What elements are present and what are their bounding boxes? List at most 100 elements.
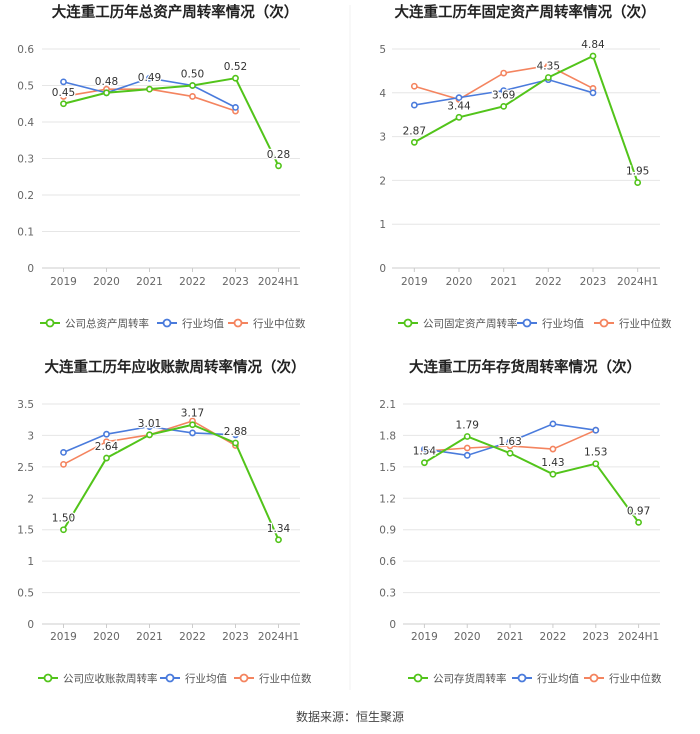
- data-point-company: [410, 138, 418, 146]
- data-label: 0.50: [181, 69, 204, 81]
- series-line-company: [63, 77, 280, 167]
- y-tick-label: 0.4: [17, 117, 34, 129]
- y-tick-label: 0.9: [379, 525, 396, 537]
- data-point-company: [275, 536, 282, 544]
- x-tick-label: 2023: [580, 276, 607, 288]
- y-tick-label: 1: [27, 556, 34, 568]
- data-point-company: [455, 113, 463, 121]
- legend-swatch-marker: [45, 318, 55, 328]
- legend-item-company: 公司应收账款周转率: [38, 672, 158, 685]
- data-point-median: [60, 93, 67, 100]
- chart-title: 大连重工历年总资产周转率情况（次）: [52, 3, 299, 21]
- data-point-company: [635, 518, 642, 526]
- data-point-avg: [146, 74, 153, 82]
- y-tick-label: 0.3: [17, 154, 34, 166]
- legend-swatch-marker: [517, 673, 527, 683]
- data-point-median: [544, 62, 552, 70]
- data-point-company: [275, 162, 282, 170]
- data-point-company: [506, 449, 514, 457]
- data-label: 0.45: [52, 87, 75, 99]
- data-point-company: [500, 102, 508, 110]
- data-point-avg: [410, 101, 418, 109]
- data-point-company: [592, 460, 600, 468]
- x-tick-label: 2024H1: [258, 631, 299, 643]
- y-tick-label: 3.5: [17, 399, 34, 411]
- data-point-avg: [549, 420, 557, 428]
- y-tick-label: 3: [27, 430, 34, 442]
- data-label: 2.88: [224, 426, 247, 438]
- data-point-median: [103, 438, 110, 446]
- data-point-avg: [146, 423, 153, 431]
- data-label: 3.01: [138, 418, 161, 430]
- series-line-company: [423, 435, 640, 523]
- data-point-company: [189, 82, 196, 89]
- y-tick-label: 2.1: [379, 399, 396, 411]
- legend-item-company: 公司总资产周转率: [40, 317, 149, 330]
- x-tick-label: 2020: [454, 631, 481, 643]
- chart-panel-4: 大连重工历年存货周转率情况（次） 0 0.3 0.6 0.9 1.2 1.5 1.8 2.1 20…: [379, 358, 662, 685]
- data-label: 0.49: [138, 72, 161, 84]
- legend-item-company: 公司存货周转率: [408, 672, 507, 685]
- data-label: 0.28: [267, 149, 290, 161]
- y-tick-label: 1: [379, 219, 386, 231]
- legend-label: 行业中位数: [619, 317, 672, 330]
- legend-swatch-marker: [233, 318, 243, 328]
- series-line-company: [62, 423, 280, 541]
- legend-item-avg: 行业均值: [517, 317, 584, 330]
- legend-label: 公司固定资产周转率: [423, 317, 518, 330]
- data-label: 3.44: [447, 100, 471, 112]
- legend-swatch-marker: [43, 673, 53, 683]
- data-point-company: [421, 459, 428, 467]
- data-point-median: [500, 69, 508, 77]
- x-tick-label: 2022: [179, 631, 206, 643]
- x-tick-label: 2023: [222, 276, 249, 288]
- data-point-avg: [592, 426, 600, 434]
- data-point-avg: [232, 104, 239, 111]
- legend-item-avg: 行业均值: [157, 317, 224, 330]
- x-tick-label: 2020: [446, 276, 473, 288]
- legend-item-company: 公司固定资产周转率: [398, 317, 518, 330]
- chart-panel-2: 大连重工历年固定资产周转率情况（次） 0 1 2 3 4 5 2019 2020 2021 2022…: [379, 3, 672, 330]
- data-point-median: [549, 445, 557, 453]
- data-point-avg: [60, 448, 67, 456]
- data-point-company: [589, 52, 597, 60]
- data-point-company: [232, 439, 239, 447]
- x-tick-label: 2022: [179, 276, 206, 288]
- series-line-company: [413, 54, 639, 183]
- legend-swatch-marker: [589, 673, 599, 683]
- chart-panel-3: 大连重工历年应收账款周转率情况（次） 0 0.5 1 1.5 2 2.5 3 3.5 2019 20…: [17, 358, 312, 685]
- legend-swatch-marker: [522, 318, 532, 328]
- data-point-company: [232, 74, 239, 82]
- data-label: 1.34: [267, 523, 291, 535]
- x-tick-label: 2022: [535, 276, 562, 288]
- legend-item-avg: 行业均值: [512, 672, 579, 685]
- data-point-median: [463, 444, 471, 452]
- data-point-company: [634, 179, 642, 186]
- data-point-avg: [463, 451, 471, 459]
- y-tick-label: 0: [379, 263, 386, 275]
- x-tick-label: 2019: [411, 631, 438, 643]
- legend-label: 公司应收账款周转率: [63, 672, 158, 685]
- data-point-avg: [500, 87, 508, 95]
- data-point-company: [103, 89, 110, 97]
- y-tick-label: 0.2: [17, 190, 34, 202]
- y-tick-label: 2: [379, 175, 386, 187]
- data-point-company: [146, 85, 153, 93]
- legend-label: 行业中位数: [253, 317, 306, 330]
- data-point-company: [549, 470, 557, 478]
- y-tick-label: 1.2: [379, 493, 396, 505]
- legend-label: 行业均值: [182, 317, 224, 330]
- x-tick-label: 2024H1: [618, 631, 659, 643]
- data-point-company: [60, 526, 67, 534]
- y-tick-label: 3: [379, 132, 386, 144]
- chart-title: 大连重工历年应收账款周转率情况（次）: [45, 358, 306, 376]
- legend-label: 行业均值: [185, 672, 227, 685]
- legend-label: 公司总资产周转率: [65, 317, 149, 330]
- data-label: 0.97: [627, 505, 650, 517]
- data-point-median: [189, 93, 196, 100]
- legend-item-median: 行业中位数: [228, 317, 306, 330]
- data-label: 1.54: [413, 446, 437, 458]
- x-tick-label: 2021: [497, 631, 524, 643]
- legend-item-median: 行业中位数: [584, 672, 662, 685]
- data-point-company: [463, 433, 471, 440]
